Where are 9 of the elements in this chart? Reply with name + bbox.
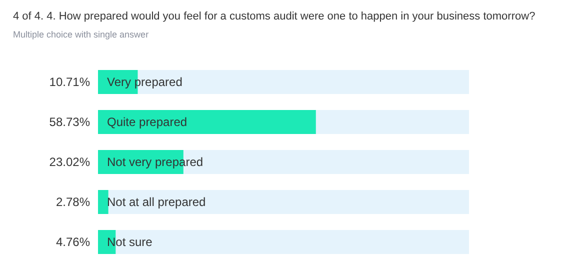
chart-title: 4 of 4. 4. How prepared would you feel for a customs audit were one to happen in your business tomorrow?: [13, 10, 536, 22]
data-label: 58.73%: [49, 115, 90, 129]
chart-subtitle: Multiple choice with single answer: [13, 30, 149, 40]
y-tick-label: Quite prepared: [107, 115, 188, 129]
data-label: 2.78%: [56, 195, 90, 209]
data-label: 4.76%: [56, 235, 90, 249]
data-label: 10.71%: [49, 75, 90, 89]
data-label: 23.02%: [49, 155, 90, 169]
bar: [98, 190, 108, 214]
